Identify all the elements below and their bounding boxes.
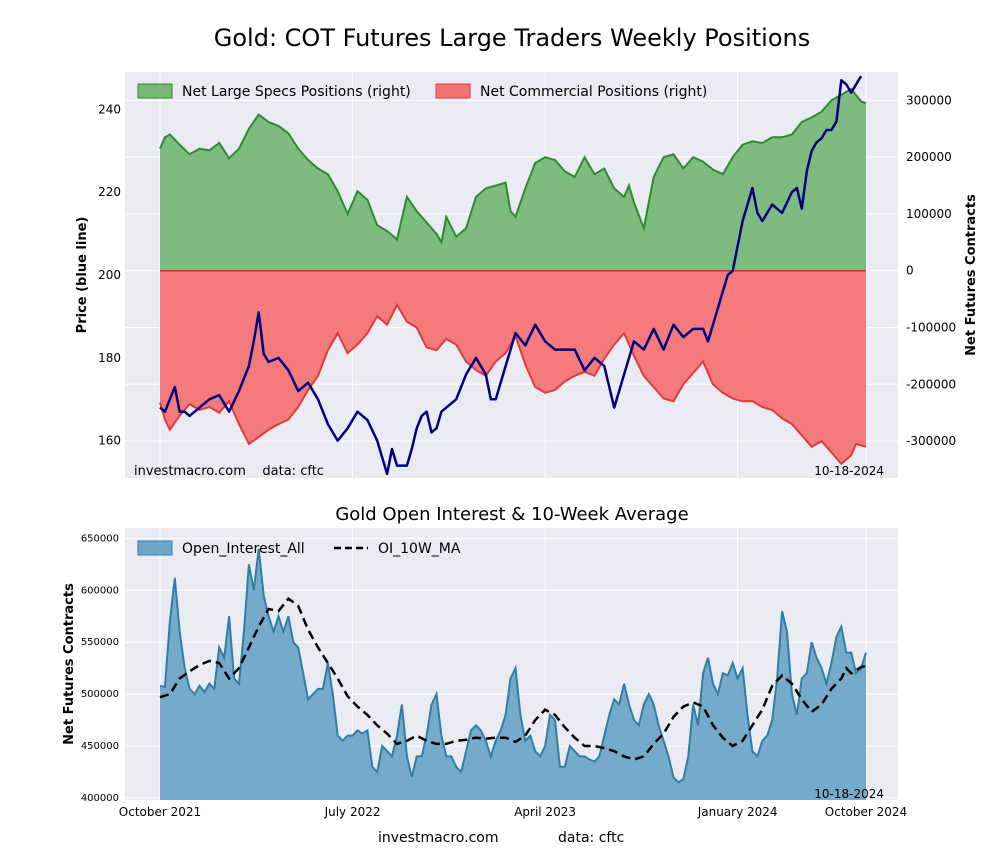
right-tick-4: -100000 bbox=[906, 321, 956, 335]
legend-swatch-oi bbox=[137, 540, 173, 556]
bottom-y-axis-label: Net Futures Contracts bbox=[62, 583, 77, 745]
legend-label-ma: OI_10W_MA bbox=[378, 541, 461, 557]
right-tick-2: 100000 bbox=[906, 207, 952, 221]
top-right-axis-label: Net Futures Contracts bbox=[964, 194, 979, 356]
top-note-left: investmacro.com data: cftc bbox=[134, 464, 324, 479]
top-left-axis-label: Price (blue line) bbox=[75, 217, 90, 334]
specs-area bbox=[160, 89, 866, 271]
figure-title: Gold: COT Futures Large Traders Weekly P… bbox=[214, 24, 810, 52]
bottom-y-tick-2: 500000 bbox=[81, 689, 119, 700]
legend-label-commercial: Net Commercial Positions (right) bbox=[480, 84, 707, 100]
bottom-x-tick-0: October 2021 bbox=[119, 805, 201, 819]
top-panel: 160 180 200 220 240 300000 200000 100000 0 -1000… bbox=[75, 72, 979, 479]
right-tick-0: 300000 bbox=[906, 93, 952, 107]
specs-line bbox=[159, 87, 867, 246]
bottom-x-tick-4: October 2024 bbox=[825, 805, 907, 819]
bottom-x-tick-2: April 2023 bbox=[514, 805, 576, 819]
oi-line bbox=[159, 548, 867, 784]
top-left-ticks: 160 180 200 220 240 bbox=[98, 102, 121, 447]
oi-ma-line bbox=[159, 596, 867, 761]
left-tick-0: 160 bbox=[98, 434, 121, 448]
bottom-title: Gold Open Interest & 10-Week Average bbox=[335, 504, 688, 525]
left-tick-2: 200 bbox=[98, 268, 121, 282]
bottom-panel: Gold Open Interest & 10-Week Average 400… bbox=[62, 504, 907, 819]
top-right-ticks: 300000 200000 100000 0 -100000 -200000 -300000 bbox=[906, 93, 956, 448]
bottom-y-tick-5: 650000 bbox=[81, 533, 119, 544]
left-tick-4: 240 bbox=[98, 102, 121, 116]
bottom-oi-area bbox=[159, 548, 867, 800]
legend-label-specs: Net Large Specs Positions (right) bbox=[182, 84, 411, 100]
bottom-y-tick-4: 600000 bbox=[81, 585, 119, 596]
footer-data: data: cftc bbox=[558, 830, 624, 846]
bottom-legend: Open_Interest_All OI_10W_MA bbox=[137, 540, 461, 557]
top-note-right: 10-18-2024 bbox=[814, 464, 884, 478]
left-tick-3: 220 bbox=[98, 185, 121, 199]
top-areas bbox=[159, 87, 867, 466]
commercial-area bbox=[160, 270, 866, 464]
legend-label-oi: Open_Interest_All bbox=[182, 541, 305, 557]
left-tick-1: 180 bbox=[98, 351, 121, 365]
right-tick-3: 0 bbox=[906, 264, 914, 278]
bottom-x-tick-1: July 2022 bbox=[324, 805, 381, 819]
bottom-y-tick-0: 400000 bbox=[81, 793, 119, 804]
bottom-y-tick-1: 450000 bbox=[81, 741, 119, 752]
bottom-y-tick-3: 550000 bbox=[81, 637, 119, 648]
price-line bbox=[159, 75, 863, 476]
footer-site: investmacro.com bbox=[378, 830, 498, 846]
right-tick-1: 200000 bbox=[906, 150, 952, 164]
commercial-line bbox=[159, 302, 867, 466]
legend-swatch-commercial bbox=[435, 83, 471, 99]
bottom-x-ticks: October 2021 July 2022 April 2023 January 2… bbox=[119, 805, 907, 819]
top-legend: Net Large Specs Positions (right) Net Co… bbox=[137, 83, 707, 100]
top-price-line bbox=[159, 75, 863, 476]
legend-swatch-specs bbox=[137, 83, 173, 99]
bottom-x-tick-3: January 2024 bbox=[697, 805, 778, 819]
bottom-ma-line bbox=[159, 596, 867, 761]
bottom-note-right: 10-18-2024 bbox=[814, 787, 884, 801]
bottom-y-ticks: 400000 450000 500000 550000 600000 650000 bbox=[81, 533, 119, 804]
right-tick-6: -300000 bbox=[906, 434, 956, 448]
right-tick-5: -200000 bbox=[906, 377, 956, 391]
